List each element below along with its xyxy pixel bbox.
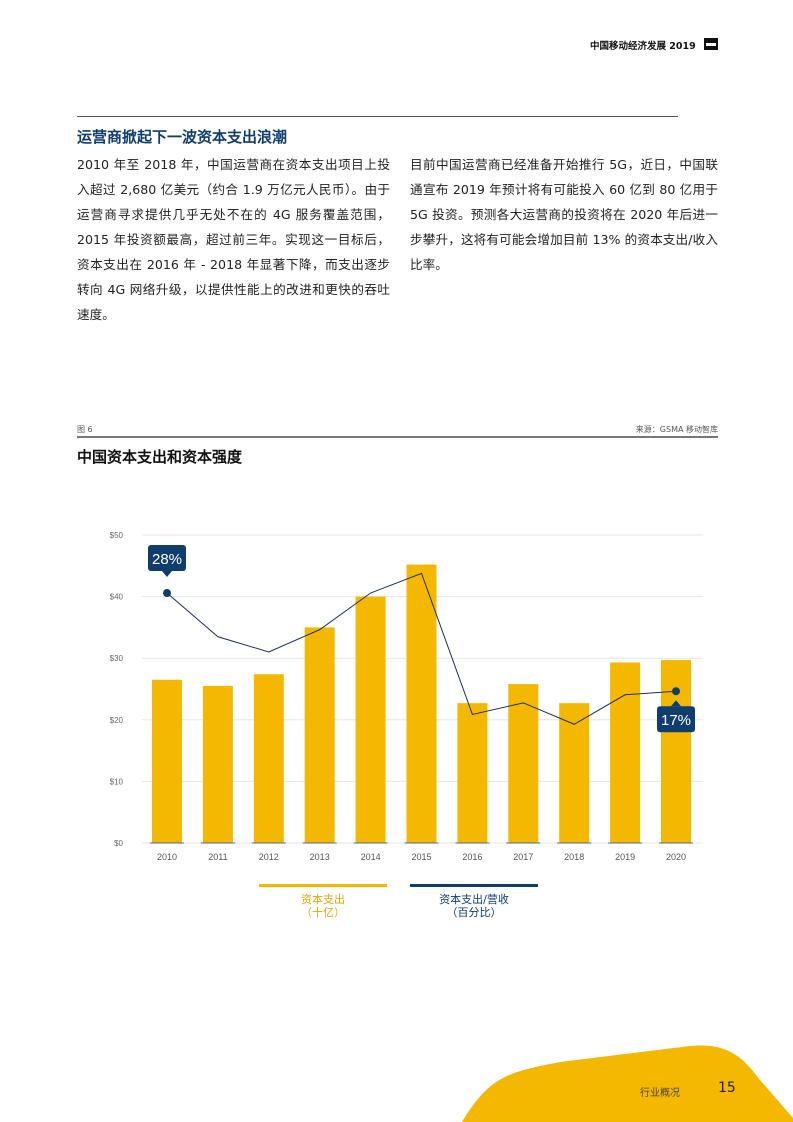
gsma-logo-icon — [704, 38, 718, 50]
divider — [77, 436, 718, 438]
legend-label: 资本支出/营收 — [439, 893, 509, 906]
x-tick-label: 2014 — [361, 852, 381, 862]
x-tick-label: 2018 — [564, 852, 584, 862]
chart-title: 中国资本支出和资本强度 — [77, 448, 243, 466]
legend-unit: （百分比） — [446, 906, 502, 919]
paragraph-right: 目前中国运营商已经准备开始推行 5G，近日，中国联通宣布 2019 年预计将有可… — [410, 157, 718, 272]
figure-label: 图 6 — [77, 425, 93, 434]
x-tick-label: 2017 — [513, 852, 533, 862]
paragraph-left: 2010 年至 2018 年，中国运营商在资本支出项目上投入超过 2,680 亿… — [77, 157, 390, 322]
y-tick-label: $30 — [110, 654, 124, 663]
y-tick-label: $50 — [110, 531, 124, 540]
y-tick-label: $0 — [114, 839, 123, 848]
legend-unit: （十亿） — [301, 906, 345, 919]
bar — [508, 684, 539, 843]
bar — [304, 627, 335, 843]
x-tick-label: 2010 — [157, 852, 177, 862]
callout-box — [148, 545, 186, 572]
section-title: 运营商掀起下一波资本支出浪潮 — [77, 128, 288, 146]
bar — [355, 596, 386, 843]
callout-box — [657, 706, 695, 733]
callout-label: 17% — [661, 712, 691, 729]
bar — [610, 662, 641, 843]
bar — [253, 674, 284, 843]
legend-label: 资本支出 — [301, 893, 345, 906]
x-tick-label: 2020 — [666, 852, 686, 862]
bar — [457, 703, 488, 843]
y-tick-label: $10 — [110, 777, 124, 786]
y-tick-label: $20 — [110, 716, 124, 725]
legend-capex: 资本支出 （十亿） — [259, 884, 387, 919]
x-tick-label: 2016 — [462, 852, 482, 862]
ratio-line — [166, 572, 677, 725]
callout-pointer — [162, 571, 172, 578]
footer-section: 行业概况 — [640, 1088, 680, 1099]
callout-label: 28% — [152, 551, 182, 568]
data-point — [163, 589, 171, 598]
figure-source: 来源：GSMA 移动智库 — [635, 425, 718, 434]
legend-capex-ratio: 资本支出/营收 （百分比） — [410, 884, 538, 919]
callout-pointer — [671, 700, 681, 707]
divider — [77, 116, 678, 117]
x-tick-label: 2015 — [411, 852, 431, 862]
bar — [406, 564, 437, 843]
data-point — [672, 687, 680, 696]
header-title: 中国移动经济发展 2019 — [590, 41, 696, 52]
bar — [202, 685, 233, 843]
bar — [559, 703, 590, 843]
x-tick-label: 2012 — [259, 852, 279, 862]
legend-swatch — [410, 884, 538, 887]
bar — [152, 679, 182, 843]
legend-swatch — [259, 884, 387, 887]
y-tick-label: $40 — [110, 593, 124, 602]
x-tick-label: 2011 — [208, 852, 227, 862]
x-tick-label: 2019 — [615, 852, 635, 862]
x-tick-label: 2013 — [310, 852, 330, 862]
page-number: 15 — [718, 1080, 736, 1096]
chart: $0 $10 $20 $30 $40 $50 2010 2011 2012 2013 2014 201… — [110, 531, 703, 862]
